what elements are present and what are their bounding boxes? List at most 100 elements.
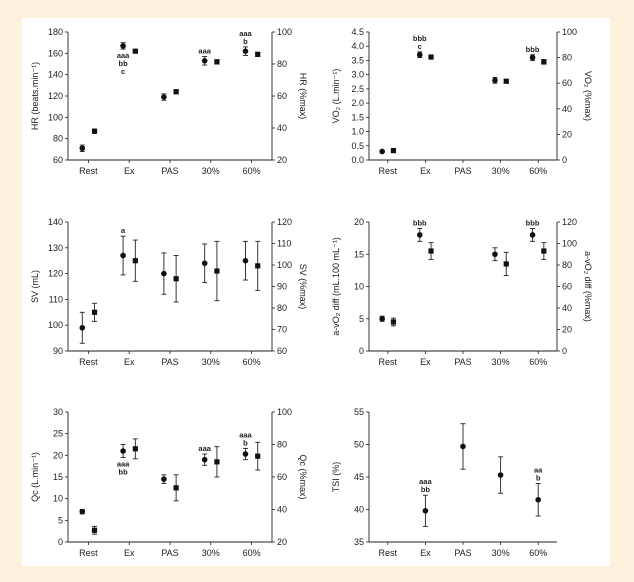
y-tick-label: 5 [58,515,63,525]
x-tick-label: Rest [79,548,98,558]
x-tick-label: 30% [492,357,510,367]
x-tick-label: Rest [79,357,98,367]
data-point-circle [242,48,249,54]
y-axis-label: HR (beats.min⁻¹) [30,62,40,130]
data-point-circle [79,324,86,331]
x-tick-label: 60% [243,166,261,176]
y-tick-label: 160 [48,48,63,58]
y-tick-label: 10 [53,494,63,504]
x-tick-label: 60% [243,357,261,367]
y-tick-label: 20 [53,450,63,460]
significance-label: aaa [198,47,211,56]
x-tick-label: 30% [202,166,220,176]
x-tick-label: Ex [420,548,431,558]
x-tick-label: Ex [420,357,431,367]
significance-label: b [243,37,248,46]
y-tick-label: 55 [354,407,364,417]
significance-label: aaa [117,460,130,469]
y-tick-label: 4.5 [351,27,364,37]
y2-tick-label: 0 [562,346,567,356]
data-point-square [503,261,509,267]
x-tick-label: Ex [124,548,135,558]
y-tick-label: 0.5 [351,141,364,151]
y-tick-label: 15 [53,472,63,482]
y-axis-label: SV (mL) [30,270,40,303]
data-point-circle [120,448,126,454]
y-tick-label: 25 [53,429,63,439]
y-tick-label: 4.0 [351,41,364,51]
data-point-square [255,263,261,269]
data-point-square [255,51,261,57]
x-tick-label: Rest [379,548,398,558]
x-tick-label: Rest [379,357,398,367]
y-tick-label: 50 [354,440,364,450]
data-point-circle [416,51,423,58]
data-point-square [255,453,261,459]
data-point-circle [161,270,167,277]
significance-label: aaa [239,29,252,38]
x-tick-label: PAS [161,166,178,176]
data-point-square [91,128,98,134]
y2-tick-label: 100 [277,260,292,270]
data-point-circle [535,496,541,503]
y2-tick-label: 90 [277,282,287,292]
x-tick-label: PAS [161,548,178,558]
data-point-square [503,78,509,84]
data-point-square [214,59,220,65]
x-tick-label: 30% [202,548,220,558]
significance-label: aa [534,466,543,475]
y2-tick-label: 0 [562,155,567,165]
y2-tick-label: 60 [562,78,572,88]
data-point-circle [242,257,249,264]
data-point-square [91,309,98,315]
significance-label: b [536,474,541,483]
x-tick-label: 60% [529,166,547,176]
x-tick-label: 30% [492,548,510,558]
x-tick-label: 30% [202,357,220,367]
y2-tick-label: 40 [277,123,287,133]
significance-label: a [121,226,126,235]
y2-tick-label: 100 [562,239,577,249]
significance-label: bb [118,59,128,68]
x-tick-label: 60% [243,548,261,558]
y-tick-label: 20 [354,217,364,227]
data-point-circle [529,232,536,238]
x-tick-label: 60% [529,548,547,558]
chart-panel-5: 0 5 10 15 20 25 30 Qc (L.min⁻¹) 20 40 60 80 100 Qc (%… [30,407,308,558]
significance-label: bbb [413,218,427,227]
y-tick-label: 130 [48,243,63,253]
data-point-square [428,54,434,60]
data-point-square [132,446,138,452]
y2-tick-label: 60 [277,472,287,482]
y2-tick-label: 100 [562,27,577,37]
data-point-circle [242,451,249,457]
data-point-circle [529,54,536,61]
y2-tick-label: 20 [562,325,572,335]
x-tick-label: PAS [454,357,471,367]
significance-label: c [121,67,125,76]
y-tick-label: 80 [53,134,63,144]
data-point-circle [460,443,466,450]
y2-axis-label: Qc (%max) [298,455,308,500]
chart-panel-4: 0 5 10 15 20 a-vO₂ diff (mL.100 mL⁻¹) 0 20 40 60 8… [331,217,593,367]
data-point-circle [79,145,86,152]
x-tick-label: PAS [454,548,471,558]
y2-axis-label: HR (%max) [298,73,308,120]
y2-tick-label: 80 [277,59,287,69]
significance-label: aaa [117,51,130,60]
significance-label: bbb [413,34,427,43]
y-tick-label: 2.0 [351,98,364,108]
y-tick-label: 140 [48,217,63,227]
data-point-circle [379,315,385,322]
y-tick-label: 30 [53,407,63,417]
significance-label: bb [118,468,128,477]
y-tick-label: 0 [58,537,63,547]
y-tick-label: 1.0 [351,127,364,137]
data-point-circle [422,508,429,514]
y2-tick-label: 100 [277,27,292,37]
y2-tick-label: 80 [562,260,572,270]
y-tick-label: 15 [354,249,364,259]
y2-axis-label: SV (%max) [298,264,308,310]
